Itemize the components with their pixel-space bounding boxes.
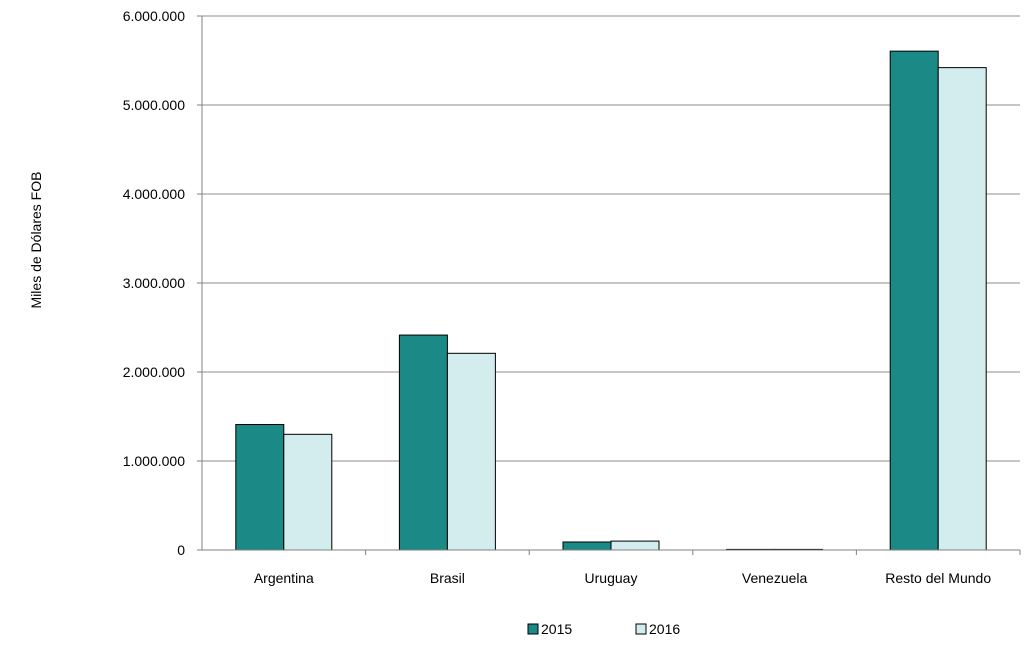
bar-2016 xyxy=(610,540,660,551)
legend-swatch-2016 xyxy=(635,623,647,635)
bar-2015 xyxy=(562,541,612,551)
bar-2015 xyxy=(398,334,448,551)
legend-label-2016: 2016 xyxy=(649,621,680,637)
y-tick-label: 2.000.000 xyxy=(123,364,185,380)
bar-2015 xyxy=(235,424,285,551)
y-tick-label: 5.000.000 xyxy=(123,97,185,113)
bar-2015 xyxy=(889,50,939,551)
x-tick-label: Resto del Mundo xyxy=(885,570,991,586)
bars xyxy=(235,50,987,551)
y-tick-labels: 0 1.000.000 2.000.000 3.000.000 4.000.000 5.0… xyxy=(123,8,186,558)
legend-label-2015: 2015 xyxy=(541,621,572,637)
bar-2016 xyxy=(283,433,333,551)
x-tick-label: Venezuela xyxy=(742,570,808,586)
y-tick-label: 0 xyxy=(177,542,185,558)
bar-2016 xyxy=(446,352,496,551)
y-tick-label: 1.000.000 xyxy=(123,453,185,469)
bar-2016 xyxy=(937,67,987,551)
x-tick-label: Argentina xyxy=(254,570,314,586)
y-axis-title: Miles de Dólares FOB xyxy=(28,172,44,309)
axes xyxy=(201,16,1020,551)
y-tick-label: 4.000.000 xyxy=(123,186,185,202)
gridlines xyxy=(197,15,1021,555)
x-tick-labels: Argentina Brasil Uruguay Venezuela Resto del… xyxy=(254,570,992,586)
legend-swatch-2015 xyxy=(527,623,539,635)
x-tick-label: Brasil xyxy=(430,570,465,586)
x-tick-label: Uruguay xyxy=(585,570,638,586)
legend: 2015 2016 xyxy=(527,621,680,637)
y-tick-label: 3.000.000 xyxy=(123,275,185,291)
y-tick-label: 6.000.000 xyxy=(123,8,185,24)
